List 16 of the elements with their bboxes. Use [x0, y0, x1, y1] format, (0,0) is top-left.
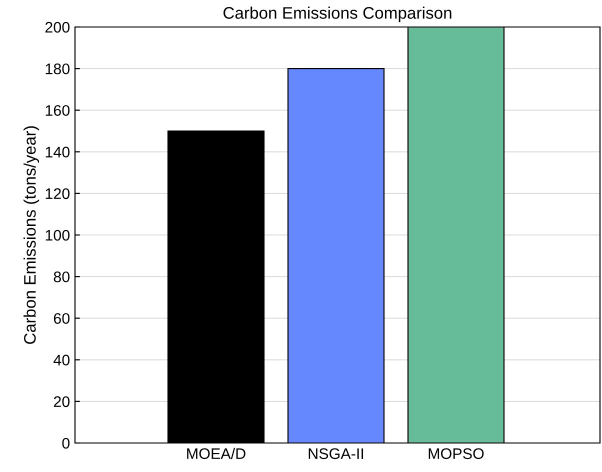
- y-tick-label: 40: [54, 354, 70, 366]
- y-tick-label: 160: [46, 105, 70, 116]
- y-tick-label: 100: [46, 230, 70, 241]
- x-tick-label: NSGA-II: [308, 448, 364, 460]
- y-axis-title: Carbon Emissions (tons/year): [24, 126, 40, 344]
- y-tick-label: 180: [46, 63, 70, 74]
- x-tick-label: MOPSO: [428, 448, 484, 460]
- y-tick-label: 200: [45, 22, 70, 33]
- y-tick-label: 140: [46, 146, 70, 158]
- x-tick-label: MOEA/D: [187, 448, 246, 460]
- y-tick-label: 0: [62, 438, 70, 449]
- y-tick-label: 120: [46, 188, 70, 200]
- y-tick-label: 20: [54, 396, 70, 408]
- y-tick-label: 60: [54, 313, 70, 324]
- chart-title: Carbon Emissions Comparison: [223, 6, 452, 22]
- y-tick-label: 80: [54, 271, 70, 282]
